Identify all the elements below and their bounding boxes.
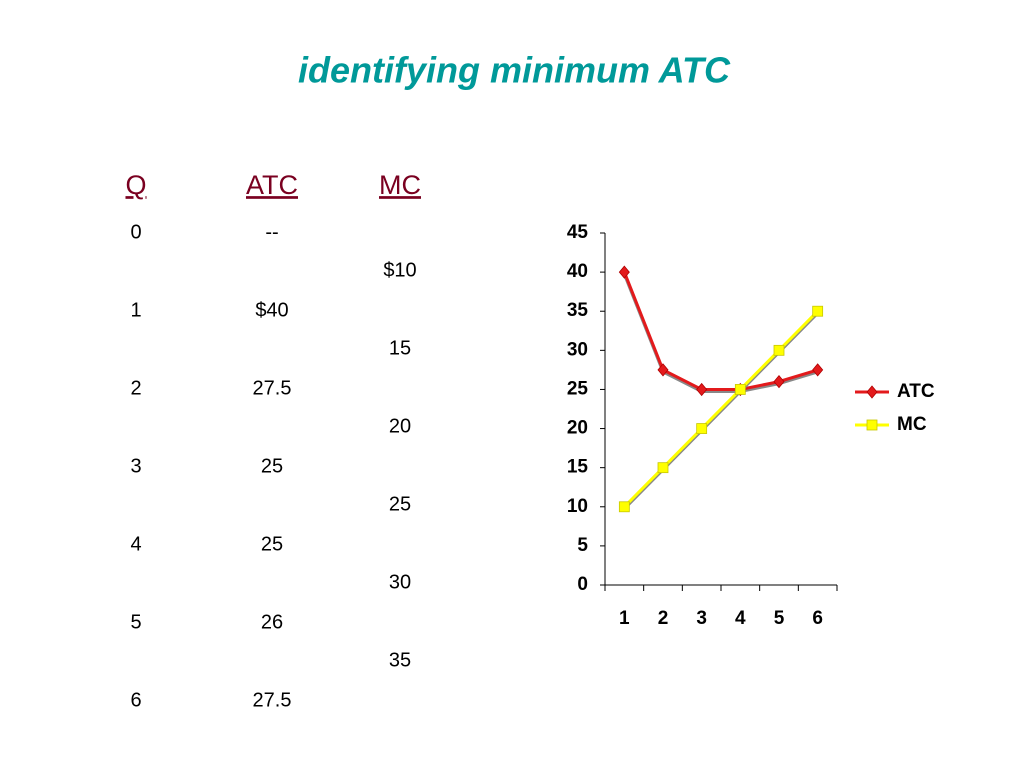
atc-cell: 25	[261, 533, 283, 555]
legend-marker	[866, 385, 878, 399]
point	[734, 384, 746, 395]
point	[696, 423, 708, 434]
mc-cell: 25	[389, 493, 411, 515]
y-tick-label: 5	[577, 535, 588, 556]
legend-marker	[866, 419, 878, 431]
point	[773, 344, 785, 356]
legend-label: MC	[897, 414, 927, 435]
point	[618, 501, 630, 513]
y-tick-label: 35	[567, 300, 589, 321]
x-tick-label: 4	[735, 608, 746, 629]
column-header: Q	[125, 170, 146, 200]
point	[696, 382, 708, 397]
point	[657, 363, 669, 377]
x-tick-label: 6	[812, 608, 823, 629]
point	[657, 462, 669, 474]
line-shadow	[622, 273, 819, 393]
x-tick-label: 5	[774, 608, 785, 629]
y-tick-label: 30	[567, 339, 588, 360]
mc-cell: 35	[389, 649, 411, 671]
x-tick-label: 2	[658, 608, 669, 629]
q-cell: 6	[130, 689, 141, 711]
point	[812, 305, 824, 317]
point	[618, 265, 630, 279]
y-tick-label: 20	[567, 418, 588, 439]
y-tick-label: 10	[567, 496, 588, 517]
y-tick-label: 25	[567, 378, 589, 399]
x-tick-label: 3	[696, 608, 707, 629]
q-cell: 4	[130, 533, 141, 555]
atc-cell: 26	[261, 611, 283, 633]
mc-cell: 20	[389, 415, 411, 437]
atc-cell: 27.5	[253, 689, 292, 711]
slide-title: identifying minimum ATC	[298, 50, 731, 91]
y-tick-label: 15	[567, 457, 589, 478]
series-line	[622, 271, 819, 391]
q-cell: 2	[130, 377, 141, 399]
q-cell: 3	[130, 455, 141, 477]
y-tick-label: 45	[567, 222, 589, 243]
atc-cell: 25	[261, 455, 283, 477]
table: Q ATC MC 0 -- 1 $40 2 27.5 3 25 4 25 5 26 6 27.5 $10 15 20 2…	[125, 170, 421, 711]
atc-cell: 27.5	[253, 377, 292, 399]
atc-cell: $40	[255, 299, 288, 321]
point	[773, 374, 785, 389]
q-cell: 1	[130, 299, 141, 321]
mc-cell: 15	[389, 337, 411, 359]
legend-label: ATC	[897, 381, 935, 402]
column-header: MC	[379, 170, 421, 200]
q-cell: 0	[130, 221, 141, 243]
x-tick-label: 1	[619, 608, 630, 629]
series-line	[623, 310, 819, 508]
point	[812, 363, 824, 377]
atc-cell: --	[265, 221, 278, 243]
y-tick-label: 40	[567, 261, 588, 282]
mc-cell: 30	[389, 571, 411, 593]
q-cell: 5	[130, 611, 141, 633]
column-header: ATC	[246, 170, 298, 200]
mc-cell: $10	[383, 259, 416, 281]
y-tick-label: 0	[577, 574, 588, 595]
